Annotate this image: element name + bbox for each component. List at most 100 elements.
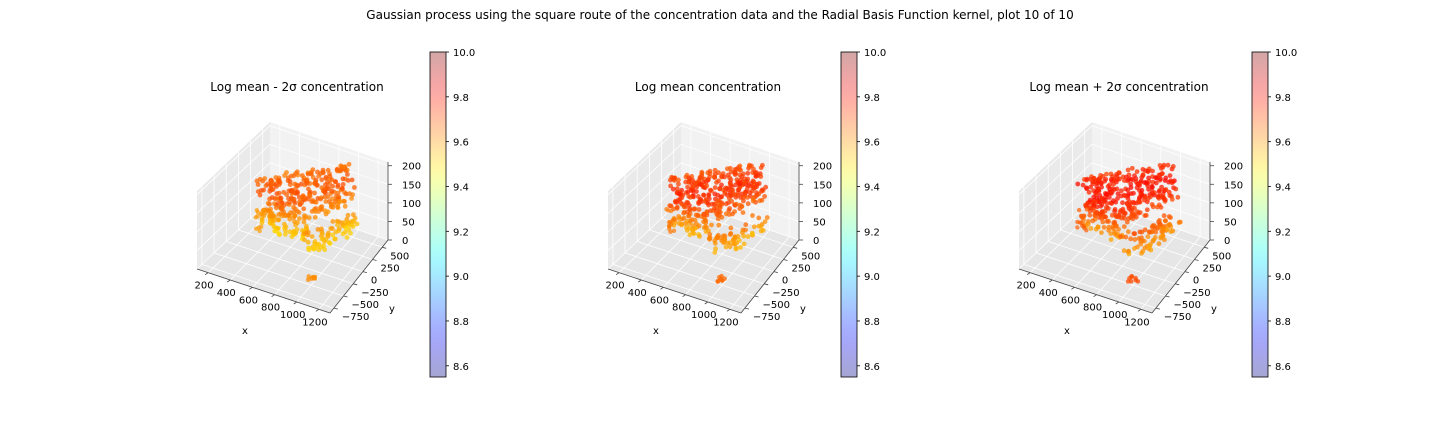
- data-point: [728, 231, 734, 236]
- data-point: [758, 174, 764, 180]
- data-point: [320, 231, 325, 237]
- data-point: [1099, 209, 1105, 215]
- data-point: [1109, 212, 1115, 218]
- y-tick: [1155, 307, 1160, 310]
- data-point: [257, 228, 262, 234]
- data-point: [668, 208, 674, 214]
- data-point: [741, 241, 747, 247]
- data-point: [1079, 220, 1084, 226]
- y-tick: [1175, 283, 1180, 286]
- data-point: [667, 226, 672, 232]
- data-point: [745, 201, 751, 207]
- data-point: [1084, 176, 1090, 182]
- y-tick-label: −250: [1183, 288, 1210, 299]
- data-point: [295, 189, 300, 195]
- x-tick-label: 1000: [691, 310, 716, 321]
- data-point: [1175, 194, 1181, 200]
- y-tick: [1184, 271, 1189, 274]
- data-point: [318, 204, 324, 210]
- data-point: [1132, 246, 1137, 251]
- data-point: [292, 219, 297, 225]
- data-point: [276, 217, 281, 223]
- x-grid-line: [663, 216, 731, 288]
- data-point: [674, 205, 680, 211]
- x-grid-line: [1096, 223, 1162, 295]
- data-point: [338, 163, 344, 169]
- x-tick: [271, 294, 275, 297]
- subplot-title: Log mean concentration: [635, 80, 781, 94]
- data-point: [289, 234, 295, 240]
- x-tick: [726, 309, 731, 312]
- colorbar-tick-label: 9.6: [453, 138, 469, 149]
- data-point: [1154, 204, 1160, 210]
- data-point: [1075, 219, 1080, 225]
- data-point: [1125, 187, 1131, 193]
- data-point: [340, 231, 346, 237]
- colorbar-tick-label: 9.8: [864, 93, 880, 104]
- data-point: [329, 202, 334, 208]
- data-point: [1132, 237, 1138, 242]
- data-point: [255, 182, 261, 187]
- data-point: [1104, 219, 1110, 224]
- data-point: [683, 204, 688, 210]
- data-point: [342, 190, 348, 196]
- y-tick-label: −750: [1164, 312, 1191, 323]
- data-point: [1131, 200, 1137, 206]
- data-point: [723, 211, 729, 217]
- data-point: [1148, 194, 1153, 200]
- data-point: [294, 169, 300, 175]
- y-tick: [333, 307, 338, 310]
- data-point: [1157, 218, 1162, 223]
- data-point: [760, 162, 765, 168]
- z-tick-label: 150: [813, 180, 832, 191]
- data-point: [670, 186, 676, 192]
- y-tick: [382, 246, 387, 249]
- data-point: [1098, 181, 1104, 186]
- data-point: [750, 232, 755, 237]
- data-point: [319, 236, 325, 242]
- y-grid-line: [201, 264, 334, 309]
- data-point: [351, 212, 356, 218]
- data-point: [302, 215, 307, 221]
- data-point: [325, 194, 331, 200]
- data-point: [309, 276, 314, 281]
- data-point: [342, 203, 348, 209]
- data-point: [1146, 175, 1151, 181]
- subplot-title: Log mean + 2σ concentration: [1029, 80, 1208, 94]
- data-point: [292, 200, 298, 206]
- y-tick-label: −750: [753, 312, 780, 323]
- data-point: [687, 232, 693, 238]
- data-point: [1113, 199, 1119, 205]
- data-point: [762, 194, 767, 199]
- y-axis-label: y: [800, 304, 806, 315]
- z-tick-label: 50: [402, 217, 415, 228]
- data-point: [1127, 199, 1133, 205]
- data-point: [1167, 193, 1173, 198]
- data-point: [1104, 171, 1109, 177]
- y-tick-label: 500: [390, 251, 409, 262]
- data-point: [737, 163, 743, 169]
- data-point: [745, 170, 751, 176]
- x-tick: [660, 287, 664, 290]
- data-point: [728, 225, 734, 231]
- z-tick-label: 50: [813, 217, 826, 228]
- data-point: [1142, 213, 1148, 219]
- data-point: [280, 207, 285, 212]
- data-point: [269, 213, 275, 219]
- z-tick-label: 200: [1224, 162, 1243, 173]
- data-point: [719, 182, 724, 188]
- data-point: [329, 188, 335, 194]
- colorbar-tick-label: 8.8: [1275, 317, 1291, 328]
- x-tick-label: 200: [606, 281, 625, 292]
- data-point: [312, 215, 318, 220]
- data-point: [1152, 235, 1158, 240]
- data-point: [748, 181, 754, 186]
- data-point: [294, 182, 300, 188]
- y-tick-label: −750: [342, 312, 369, 323]
- back-pane-y: [608, 122, 681, 269]
- data-point: [745, 234, 751, 239]
- data-point: [1167, 222, 1172, 228]
- x-tick-label: 400: [1039, 288, 1058, 299]
- y-tick: [773, 271, 778, 274]
